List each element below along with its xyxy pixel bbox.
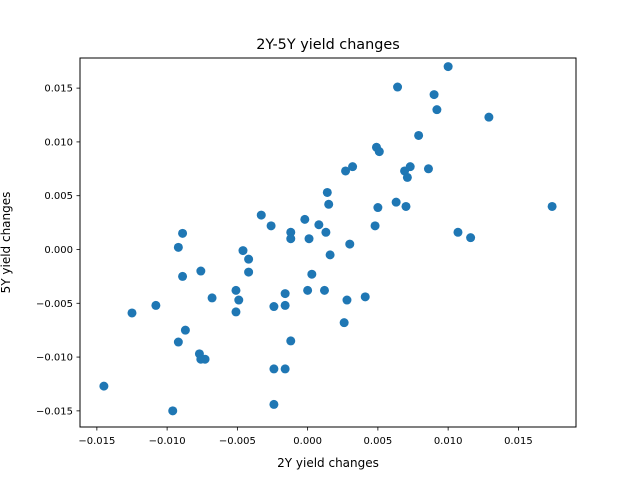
x-tick-label: 0.000 xyxy=(293,436,322,447)
scatter-point xyxy=(300,214,310,224)
scatter-point xyxy=(414,130,424,140)
scatter-point xyxy=(360,292,370,302)
scatter-point xyxy=(196,266,206,276)
scatter-point xyxy=(339,318,349,328)
scatter-point xyxy=(322,187,332,197)
scatter-point xyxy=(391,197,401,207)
y-axis-label: 5Y yield changes xyxy=(0,192,13,294)
x-axis-label: 2Y yield changes xyxy=(277,456,379,470)
scatter-point xyxy=(231,307,241,317)
x-tick-label: −0.010 xyxy=(149,436,186,447)
scatter-point xyxy=(429,90,439,100)
scatter-point xyxy=(286,227,296,237)
scatter-point xyxy=(402,172,412,182)
scatter-point xyxy=(341,166,351,176)
scatter-point xyxy=(269,302,279,312)
scatter-point xyxy=(200,354,210,364)
x-tick-label: −0.005 xyxy=(219,436,256,447)
scatter-point xyxy=(314,220,324,230)
scatter-point xyxy=(280,300,290,310)
y-tick-label: 0.015 xyxy=(44,84,73,95)
scatter-point xyxy=(231,285,241,295)
scatter-point xyxy=(280,364,290,374)
scatter-point xyxy=(432,105,442,115)
scatter-point xyxy=(244,254,254,264)
scatter-point xyxy=(151,300,161,310)
scatter-point xyxy=(453,227,463,237)
scatter-point xyxy=(321,227,331,237)
scatter-point xyxy=(286,234,296,244)
scatter-point xyxy=(173,337,183,347)
scatter-point xyxy=(443,62,453,72)
y-tick-label: −0.010 xyxy=(36,353,73,364)
scatter-point xyxy=(303,285,313,295)
scatter-point xyxy=(178,271,188,281)
y-axis: −0.015 −0.010 −0.005 0.000 0.005 0.010 0.015 xyxy=(36,84,80,417)
scatter-point xyxy=(234,295,244,305)
scatter-point xyxy=(393,82,403,92)
scatter-point xyxy=(466,233,476,243)
scatter-point xyxy=(99,381,109,391)
scatter-point xyxy=(374,147,384,157)
x-tick-label: 0.015 xyxy=(504,436,533,447)
scatter-point xyxy=(180,325,190,335)
scatter-point xyxy=(238,246,248,256)
scatter-point xyxy=(547,201,557,211)
x-axis: −0.015 −0.010 −0.005 0.000 0.005 0.010 0.015 xyxy=(78,427,533,447)
scatter-point xyxy=(127,308,137,318)
scatter-point xyxy=(244,267,254,277)
scatter-point xyxy=(269,399,279,409)
y-tick-label: 0.005 xyxy=(44,191,73,202)
scatter-point xyxy=(484,112,494,122)
scatter-point xyxy=(280,289,290,299)
scatter-point xyxy=(348,162,358,172)
scatter-point xyxy=(370,221,380,231)
scatter-point xyxy=(405,162,415,172)
y-tick-label: −0.005 xyxy=(36,299,73,310)
scatter-point xyxy=(423,164,433,174)
y-tick-label: 0.010 xyxy=(44,137,73,148)
plot-area xyxy=(79,57,577,428)
y-tick-label: 0.000 xyxy=(44,245,73,256)
chart-title: 2Y-5Y yield changes xyxy=(256,37,399,53)
scatter-point xyxy=(325,250,335,260)
scatter-point xyxy=(324,199,334,209)
x-tick-label: −0.015 xyxy=(78,436,115,447)
scatter-point xyxy=(304,234,314,244)
scatter-point xyxy=(401,201,411,211)
scatter-point xyxy=(319,285,329,295)
scatter-point xyxy=(207,293,217,303)
scatter-point xyxy=(342,295,352,305)
scatter-point xyxy=(269,364,279,374)
x-tick-label: 0.010 xyxy=(434,436,463,447)
scatter-point xyxy=(178,228,188,238)
scatter-point xyxy=(256,210,266,220)
scatter-point xyxy=(168,406,178,416)
scatter-point xyxy=(307,269,317,279)
scatter-point xyxy=(286,336,296,346)
x-tick-label: 0.005 xyxy=(364,436,393,447)
scatter-point xyxy=(345,239,355,249)
scatter-point xyxy=(173,242,183,252)
scatter-point xyxy=(373,203,383,213)
axes-frame xyxy=(79,57,577,428)
data-points xyxy=(99,62,557,416)
y-tick-label: −0.015 xyxy=(36,406,73,417)
scatter-point xyxy=(266,221,276,231)
